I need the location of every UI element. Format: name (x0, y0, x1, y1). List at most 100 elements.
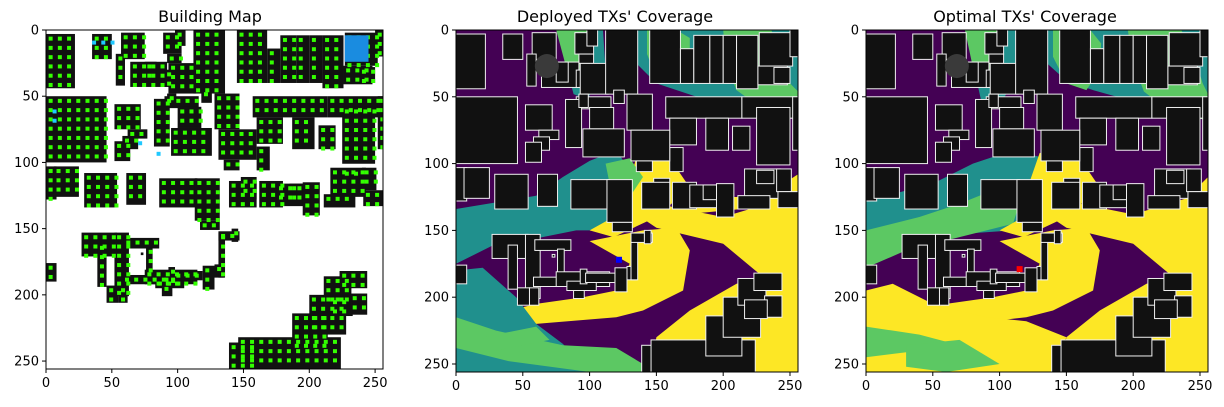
candidate-point (277, 120, 282, 125)
candidate-point (57, 145, 62, 150)
coverage-region (906, 227, 1100, 327)
candidate-point (321, 137, 326, 142)
candidate-point (156, 120, 161, 125)
candidate-point (177, 41, 182, 46)
building (586, 30, 599, 47)
candidate-point (311, 47, 316, 52)
candidate-point (124, 277, 129, 282)
candidate-point (364, 170, 369, 175)
y-tick-label: 200 (834, 291, 859, 306)
candidate-point (214, 78, 219, 83)
building (570, 179, 611, 210)
candidate-point (114, 203, 119, 208)
building (218, 231, 240, 241)
building (1051, 181, 1081, 210)
candidate-point (117, 143, 122, 148)
candidate-point (305, 184, 310, 189)
candidate-point (99, 255, 104, 260)
candidate-point (310, 108, 315, 113)
candidate-point (240, 354, 245, 359)
candidate-point (102, 235, 107, 240)
candidate-point (165, 35, 170, 40)
candidate-point (351, 273, 356, 278)
candidate-point (196, 88, 201, 93)
candidate-point (99, 264, 104, 269)
building (1016, 179, 1043, 223)
candidate-point (173, 139, 178, 144)
candidate-point (332, 309, 337, 314)
candidate-point (239, 69, 244, 74)
candidate-point (248, 51, 253, 56)
building (630, 129, 671, 162)
candidate-point (48, 36, 53, 41)
building (526, 53, 537, 87)
candidate-point (269, 51, 274, 56)
candidate-point (354, 127, 359, 132)
x-tick-label: 100 (987, 379, 1012, 394)
candidate-point (84, 253, 89, 258)
candidate-point (165, 44, 170, 49)
candidate-point (180, 199, 185, 204)
candidate-point (344, 297, 349, 302)
candidate-point (175, 44, 180, 49)
candidate-point (147, 73, 152, 78)
candidate-point (288, 195, 293, 200)
candidate-point (231, 354, 236, 359)
candidate-point (138, 184, 143, 189)
building (1024, 267, 1038, 293)
building (1059, 30, 1091, 84)
building (722, 34, 738, 84)
panel-title: Building Map (158, 7, 262, 26)
building (926, 287, 940, 306)
candidate-point (160, 73, 165, 78)
candidate-point (85, 98, 90, 103)
candidate-point (282, 98, 287, 103)
candidate-point (117, 106, 122, 111)
candidate-point (375, 202, 380, 207)
candidate-point (57, 126, 62, 131)
building (524, 104, 553, 131)
coverage-region (509, 227, 690, 324)
building (1040, 232, 1063, 243)
candidate-point (240, 202, 245, 207)
candidate-point (240, 363, 245, 368)
candidate-point (356, 63, 361, 68)
candidate-point (84, 235, 89, 240)
building (1126, 183, 1145, 218)
candidate-point (180, 190, 185, 195)
candidate-point (282, 75, 287, 80)
candidate-point (235, 124, 240, 129)
building (342, 106, 376, 164)
candidate-point (103, 36, 108, 41)
candidate-point (323, 349, 328, 354)
building (1023, 89, 1035, 104)
candidate-block (344, 35, 369, 62)
candidate-point (330, 127, 335, 132)
candidate-point (304, 138, 309, 143)
candidate-point (298, 47, 303, 52)
candidate-point (214, 69, 219, 74)
building (494, 173, 529, 210)
candidate-point (171, 84, 176, 89)
y-tick-label: 200 (424, 291, 449, 306)
candidate-point (305, 203, 310, 208)
candidate-point (294, 334, 299, 339)
candidate-point (164, 277, 169, 282)
candidate-point (85, 135, 90, 140)
candidate-point (226, 124, 231, 129)
candidate-point (103, 135, 108, 140)
candidate-point (351, 179, 356, 184)
building (679, 48, 695, 84)
candidate-point (167, 98, 172, 103)
building (46, 33, 75, 89)
building (1163, 272, 1193, 292)
candidate-point (126, 290, 131, 295)
candidate-point (294, 343, 299, 348)
candidate-point (351, 282, 356, 287)
candidate-point (193, 281, 198, 286)
candidate-point (375, 192, 380, 197)
building (776, 168, 792, 193)
